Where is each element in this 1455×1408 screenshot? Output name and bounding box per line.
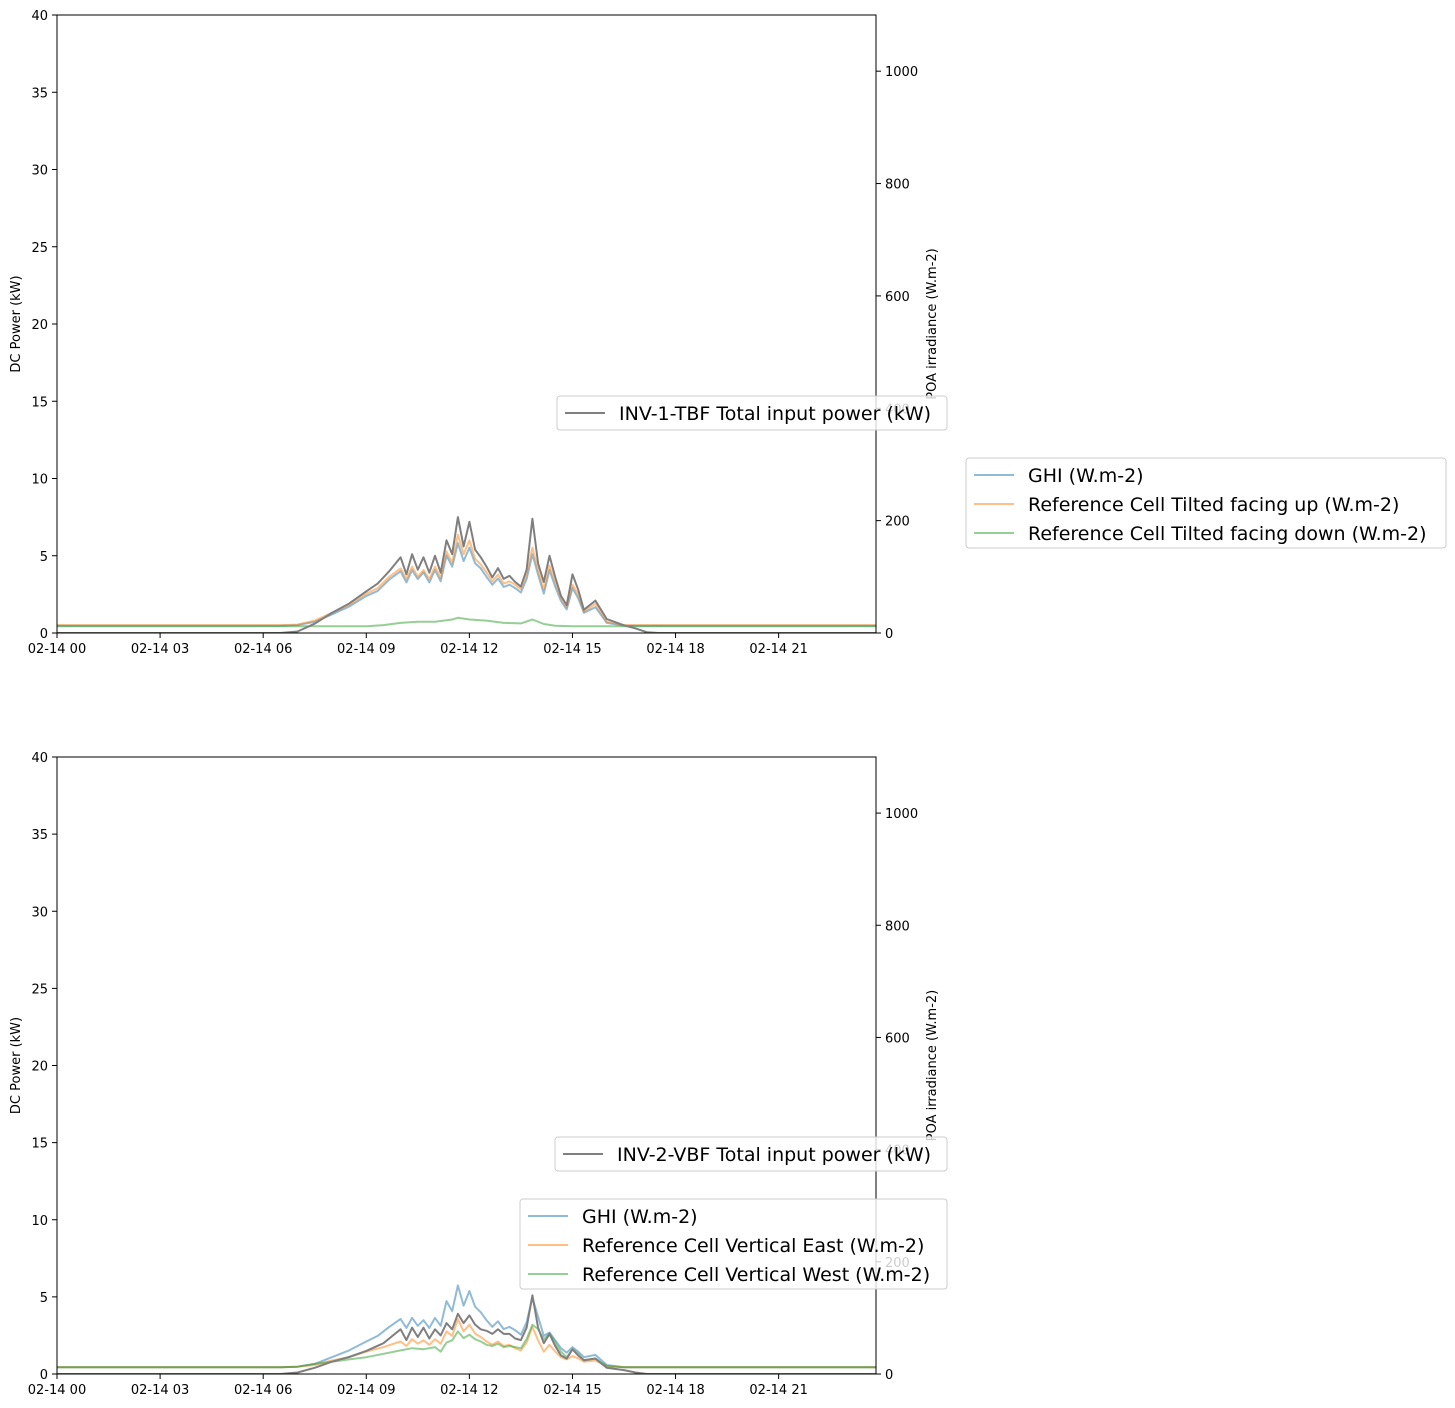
irradiance-series-line-3 [57, 616, 876, 628]
axes-frame [56, 14, 877, 634]
x-tick-label: 02-14 18 [646, 1383, 704, 1398]
y2-tick-label: 200 [885, 515, 910, 530]
y2-tick-label: 600 [885, 290, 910, 305]
x-tick-label: 02-14 06 [234, 642, 292, 657]
legend-box [556, 395, 948, 431]
y-tick-label: 30 [31, 164, 48, 179]
irradiance-series-line-3 [57, 1323, 876, 1369]
x-tick-label: 02-14 15 [543, 1383, 601, 1398]
irradiance-series-line-2 [57, 1318, 876, 1369]
legend-label: GHI (W.m-2) [582, 1206, 698, 1228]
y2-axis-title: POA irradiance (W.m-2) [925, 248, 940, 400]
y2-tick-label: 0 [885, 627, 893, 642]
y-tick-label: 25 [31, 982, 48, 997]
legend-label: Reference Cell Vertical East (W.m-2) [582, 1235, 924, 1257]
y-tick-label: 15 [31, 1137, 48, 1152]
legend-box [519, 1198, 948, 1290]
y2-axis-title: POA irradiance (W.m-2) [925, 990, 940, 1142]
y2-tick-label: 0 [885, 1368, 893, 1383]
y-tick-label: 5 [40, 550, 48, 565]
y-tick-label: 25 [31, 241, 48, 256]
y-tick-label: 0 [40, 1368, 48, 1383]
chart-panel-2: 02-14 00 02-14 03 02-14 06 02-14 09 02-14 12… [9, 751, 948, 1398]
chart-panel-1: 02-14 00 02-14 03 02-14 06 02-14 09 02-14 12… [9, 9, 1447, 657]
y2-tick-label: 800 [885, 919, 910, 934]
x-tick-label: 02-14 00 [28, 642, 86, 657]
y-tick-label: 35 [31, 828, 48, 843]
legend-label: Reference Cell Vertical West (W.m-2) [582, 1264, 930, 1286]
y2-tick-label: 1000 [885, 807, 918, 822]
irradiance-series-line-2 [57, 533, 876, 627]
x-tick-label: 02-14 12 [440, 642, 498, 657]
y2-tick-label: 800 [885, 178, 910, 193]
legend-irradiance: GHI (W.m-2) Reference Cell Tilted facing … [965, 457, 1447, 549]
y-tick-label: 20 [31, 318, 48, 333]
legend-label: INV-1-TBF Total input power (kW) [619, 403, 931, 425]
legend-irradiance: GHI (W.m-2) Reference Cell Vertical East … [519, 1198, 948, 1290]
y2-tick-label: 600 [885, 1031, 910, 1046]
irradiance-series-line-1 [57, 1284, 876, 1369]
x-tick-label: 02-14 12 [440, 1383, 498, 1398]
y-axis-title: DC Power (kW) [9, 1017, 24, 1114]
legend-power: INV-1-TBF Total input power (kW) [556, 395, 948, 431]
series-lines [57, 1284, 876, 1374]
series-lines [57, 516, 876, 633]
legend-label: Reference Cell Tilted facing down (W.m-2… [1028, 523, 1427, 545]
x-tick-label: 02-14 09 [337, 642, 395, 657]
legend-box [965, 457, 1447, 549]
power-series-line [57, 516, 876, 633]
power-series-line [57, 1294, 876, 1374]
x-tick-label: 02-14 03 [131, 1383, 189, 1398]
y-tick-label: 10 [31, 1214, 48, 1229]
y-tick-label: 5 [40, 1291, 48, 1306]
x-tick-label: 02-14 15 [543, 642, 601, 657]
x-tick-label: 02-14 09 [337, 1383, 395, 1398]
legend-label: Reference Cell Tilted facing up (W.m-2) [1028, 494, 1399, 516]
x-tick-label: 02-14 00 [28, 1383, 86, 1398]
x-tick-label: 02-14 21 [749, 1383, 807, 1398]
legend-power: INV-2-VBF Total input power (kW) [554, 1136, 948, 1172]
y-tick-label: 0 [40, 627, 48, 642]
y2-tick-label: 1000 [885, 65, 918, 80]
x-tick-label: 02-14 03 [131, 642, 189, 657]
irradiance-series-line-1 [57, 542, 876, 627]
x-tick-label: 02-14 06 [234, 1383, 292, 1398]
legend-label: GHI (W.m-2) [1028, 465, 1144, 487]
y-tick-label: 40 [31, 9, 48, 24]
y-tick-label: 20 [31, 1060, 48, 1075]
x-tick-label: 02-14 21 [749, 642, 807, 657]
y-tick-label: 15 [31, 395, 48, 410]
y-tick-label: 30 [31, 905, 48, 920]
y-tick-label: 40 [31, 751, 48, 766]
y-axis-title: DC Power (kW) [9, 275, 24, 372]
y-tick-label: 35 [31, 86, 48, 101]
legend-box [554, 1136, 948, 1172]
legend-label: INV-2-VBF Total input power (kW) [617, 1144, 931, 1166]
x-tick-label: 02-14 18 [646, 642, 704, 657]
y-tick-label: 10 [31, 473, 48, 488]
